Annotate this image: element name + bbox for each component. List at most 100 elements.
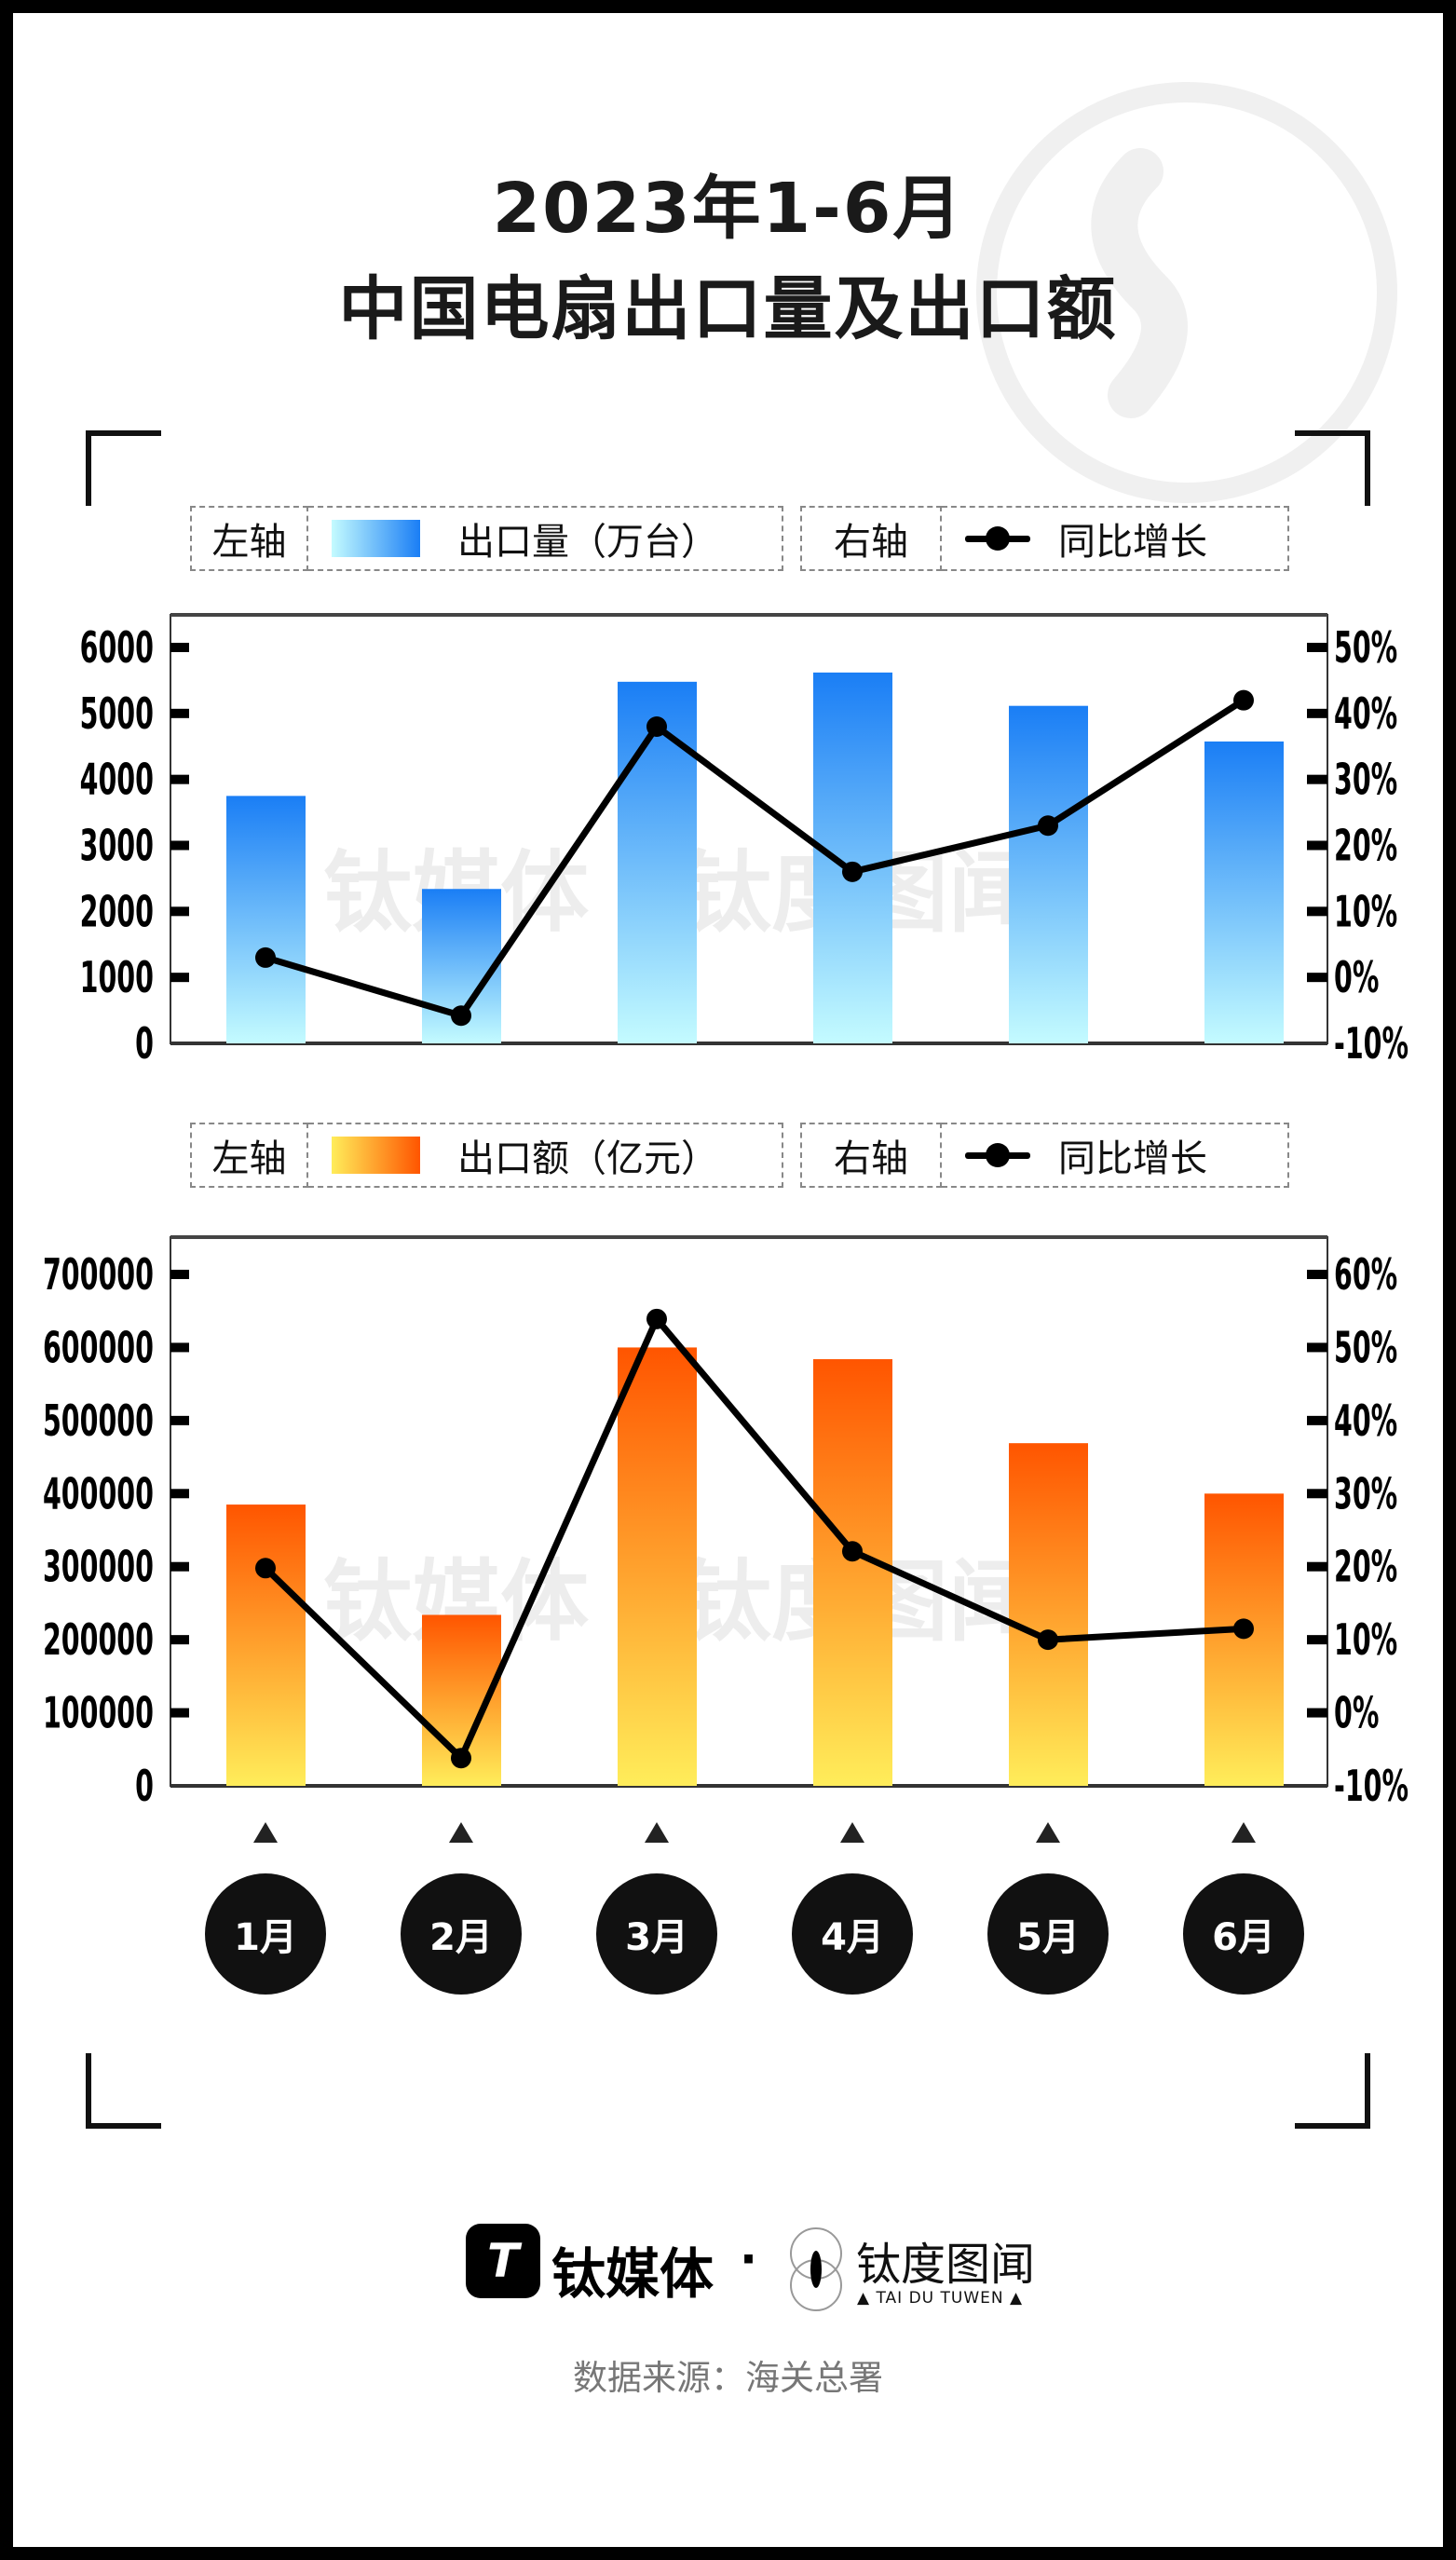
left-tick-label: 1000 [80, 953, 154, 1003]
left-tick-label: 5000 [80, 689, 154, 740]
left-tick-label: 6000 [80, 623, 154, 674]
left-tick-label: 300000 [43, 1543, 154, 1593]
month-label-6: 6月 [1183, 1873, 1304, 1995]
right-tick-label: 0% [1334, 1689, 1379, 1739]
left-tick [170, 1561, 189, 1572]
legend-left-axis-label: 左轴 [211, 521, 287, 564]
growth-point-1月 [255, 946, 276, 968]
right-tick [1307, 1270, 1327, 1279]
plot-frame [170, 1236, 1328, 1787]
left-tick-label: 3000 [80, 821, 154, 871]
right-tick [1307, 906, 1327, 917]
footer-brand1: 钛媒体 [551, 2242, 714, 2306]
legend-swatch-blue [332, 520, 420, 557]
triangle-up-icon [840, 1822, 864, 1843]
footer-brand2: 钛度图闻 [856, 2239, 1036, 2291]
month-label-1: 1月 [205, 1873, 326, 1995]
right-tick-label: 50% [1334, 1323, 1397, 1373]
right-tick [1307, 973, 1327, 983]
legend-left-axis: 左轴 [190, 1123, 308, 1188]
left-tick [170, 1708, 189, 1718]
bar-3月 [618, 1347, 697, 1786]
growth-point-5月 [1038, 815, 1058, 837]
legend-left-axis: 左轴 [190, 506, 308, 571]
bar-4月 [813, 672, 892, 1043]
bar-5月 [1009, 705, 1088, 1043]
title-line1: 2023年1-6月 [492, 169, 964, 249]
footer-separator: · [740, 2232, 757, 2286]
right-tick [1307, 1415, 1327, 1425]
triangle-up-icon [645, 1822, 669, 1843]
growth-point-4月 [842, 861, 863, 882]
left-tick-label: 400000 [43, 1469, 154, 1519]
chart-export-value: 钛媒体 | 钛度图闻010000020000030000040000050000… [43, 1235, 1408, 1812]
growth-point-6月 [1233, 689, 1254, 711]
legend-right-axis: 右轴 [800, 506, 942, 571]
month-label-5: 5月 [987, 1873, 1109, 1995]
legend-right-axis-label: 右轴 [834, 521, 908, 564]
right-tick-label: -10% [1334, 1762, 1408, 1812]
bar-3月 [618, 681, 697, 1043]
data-source: 数据来源：海关总署 [573, 2358, 883, 2398]
left-tick [170, 1342, 189, 1353]
right-tick [1307, 708, 1327, 718]
right-tick-label: 20% [1334, 821, 1397, 871]
legend-series-bar: 出口额（亿元） [308, 1123, 783, 1188]
corner-bracket-br [1295, 2053, 1370, 2129]
growth-point-5月 [1038, 1629, 1058, 1651]
triangle-up-icon [449, 1822, 473, 1843]
legend-line-label: 同比增长 [1058, 521, 1207, 564]
bar-4月 [813, 1358, 892, 1786]
line-marker-icon [965, 520, 1030, 557]
right-tick-label: -10% [1334, 1019, 1408, 1069]
growth-point-2月 [451, 1748, 471, 1769]
month-label-4: 4月 [792, 1873, 913, 1995]
title-line2: 中国电扇出口量及出口额 [338, 269, 1118, 349]
legend-bottom: 左轴 出口额（亿元） 右轴 同比增长 [190, 1123, 1289, 1188]
left-tick-label: 2000 [80, 887, 154, 937]
right-tick [1307, 1561, 1327, 1572]
growth-point-2月 [451, 1005, 471, 1027]
right-tick [1307, 774, 1327, 784]
corner-bracket-tr [1295, 430, 1370, 506]
bar-6月 [1204, 741, 1284, 1043]
right-tick-label: 10% [1334, 887, 1397, 937]
right-tick-label: 0% [1334, 953, 1379, 1003]
left-tick-label: 0 [135, 1019, 154, 1069]
growth-line [265, 697, 1245, 1019]
bar-5月 [1009, 1443, 1088, 1786]
left-tick-label: 100000 [43, 1689, 154, 1739]
footer-brand2-en: ▲ TAI DU TUWEN ▲ [857, 2289, 1024, 2308]
taidu-logo-icon [790, 2227, 842, 2311]
corner-bracket-bl [86, 2053, 161, 2129]
right-tick-label: 40% [1334, 1396, 1397, 1447]
legend-series-line: 同比增长 [942, 506, 1289, 571]
left-tick-label: 4000 [80, 756, 154, 806]
right-tick [1307, 643, 1327, 652]
right-tick [1307, 1635, 1327, 1645]
left-tick [170, 1635, 189, 1645]
corner-bracket-tl [86, 430, 161, 506]
left-tick [170, 1415, 189, 1425]
infographic: 2023年1-6月 中国电扇出口量及出口额 左轴 出口量（万台） 右轴 同比增长… [13, 13, 1443, 2547]
right-tick [1307, 840, 1327, 851]
growth-point-3月 [646, 1308, 667, 1329]
legend-series-bar: 出口量（万台） [308, 506, 783, 571]
triangle-up-icon [1231, 1822, 1256, 1843]
left-tick [170, 1270, 189, 1279]
chart-export-volume: 钛媒体 | 钛度图闻0100020003000400050006000-10%0… [80, 613, 1408, 1069]
triangle-up-icon [1036, 1822, 1060, 1843]
line-marker-icon [965, 1137, 1030, 1174]
legend-series-label: 出口量（万台） [457, 521, 718, 564]
bar-1月 [226, 1505, 306, 1786]
right-tick-label: 20% [1334, 1543, 1397, 1593]
growth-line [263, 1315, 1245, 1762]
right-tick-label: 30% [1334, 756, 1397, 806]
left-tick-label: 200000 [43, 1615, 154, 1666]
left-tick-label: 500000 [43, 1396, 154, 1447]
right-tick-label: 40% [1334, 689, 1397, 740]
legend-series-line: 同比增长 [942, 1123, 1289, 1188]
legend-right-axis: 右轴 [800, 1123, 942, 1188]
left-tick-label: 700000 [43, 1250, 154, 1300]
left-tick [170, 840, 189, 851]
